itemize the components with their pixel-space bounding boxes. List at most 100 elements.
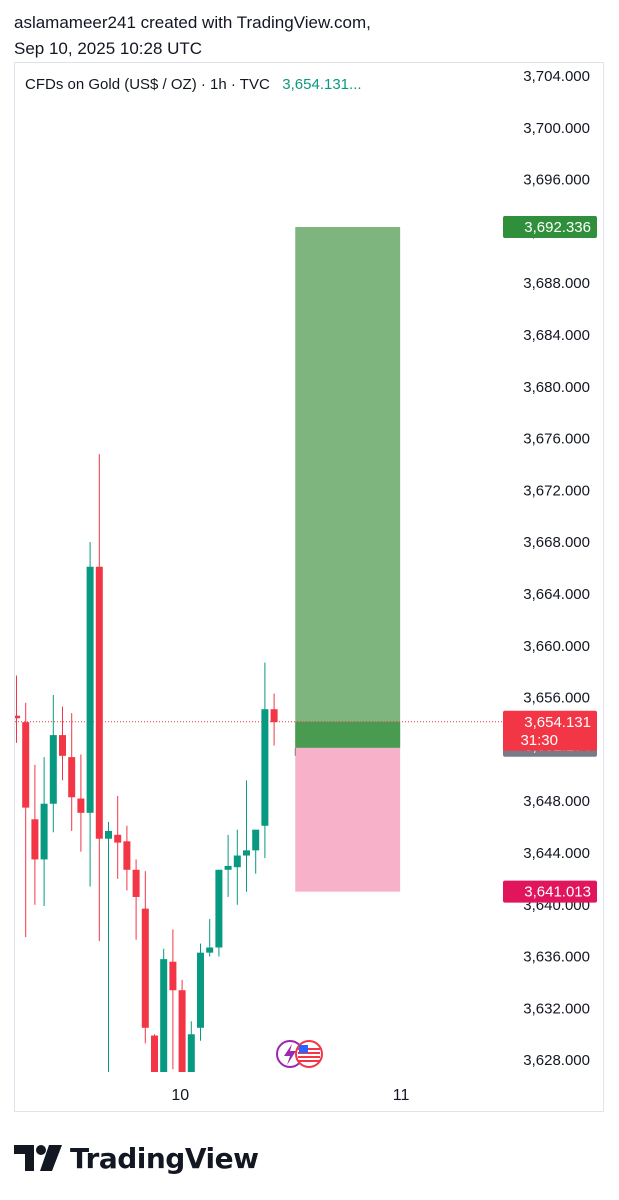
candle-body	[132, 869, 140, 897]
loss-zone	[295, 745, 401, 892]
y-tick-label: 3,680.000	[523, 379, 590, 396]
flag-stripe	[298, 1056, 320, 1058]
event-icons	[276, 1040, 323, 1068]
candle-body	[160, 959, 168, 1072]
candle-9	[95, 454, 103, 942]
candle-body	[197, 952, 204, 1028]
candle-6	[68, 713, 76, 831]
candle-body	[86, 566, 94, 813]
candle-26	[252, 829, 260, 874]
chart-legend[interactable]: CFDs on Gold (US$ / OZ) · 1h · TVC 3,654…	[25, 76, 362, 93]
y-tick-label: 3,636.000	[523, 949, 590, 966]
candle-body	[252, 829, 260, 851]
legend-price: 3,654.131...	[282, 76, 362, 93]
candle-body	[40, 803, 48, 860]
unrealized-profit-strip	[295, 721, 401, 748]
y-tick-label: 3,664.000	[523, 586, 590, 603]
y-tick-label: 3,628.000	[523, 1052, 590, 1069]
candle-body	[59, 735, 66, 756]
y-tick-label: 3,704.000	[523, 68, 590, 85]
current-price-tag-countdown: 31:30	[520, 732, 558, 749]
candle-body	[151, 1035, 158, 1072]
candle-body	[224, 865, 232, 870]
lightning-bolt-icon	[284, 1044, 296, 1065]
y-tick-label: 3,644.000	[523, 845, 590, 862]
current-price-tag: 3,654.131	[524, 714, 591, 731]
y-tick-label: 3,632.000	[523, 1000, 590, 1017]
candle-body	[123, 841, 131, 870]
candle-14	[141, 871, 149, 1044]
candle-body	[141, 908, 149, 1028]
candle-body	[261, 709, 269, 826]
candle-body	[15, 715, 20, 719]
y-tick-label: 3,676.000	[523, 431, 590, 448]
candle-body	[22, 722, 30, 808]
flag-stripe	[298, 1048, 320, 1050]
candle-16	[160, 948, 168, 1072]
candle-body	[206, 947, 214, 953]
candle-body	[114, 834, 122, 843]
candle-2	[31, 764, 39, 905]
header: aslamameer241 created with TradingView.c…	[14, 10, 371, 62]
candle-18	[178, 979, 186, 1072]
flag-stripe	[298, 1052, 320, 1054]
tv-logo-icon	[14, 1145, 62, 1171]
symbol-description: CFDs on Gold (US$ / OZ) · 1h · TVC	[25, 76, 270, 93]
author-line: aslamameer241 created with TradingView.c…	[14, 13, 371, 32]
candle-25	[243, 780, 250, 892]
flag-stripe	[298, 1060, 320, 1062]
candle-12	[123, 825, 131, 891]
profit-zone	[295, 226, 401, 746]
candle-5	[59, 706, 66, 781]
flag-canton	[299, 1045, 308, 1053]
candle-body	[270, 709, 278, 723]
y-tick-label: 3,684.000	[523, 327, 590, 344]
x-tick-label: 10	[171, 1087, 189, 1104]
tradingview-wordmark: TradingView	[70, 1141, 259, 1175]
candle-body	[215, 869, 223, 948]
y-tick-label: 3,688.000	[523, 275, 590, 292]
candle-4	[49, 694, 57, 833]
candle-body	[178, 990, 186, 1072]
tradingview-logo: TradingView	[14, 1140, 259, 1176]
candle-body	[233, 855, 241, 868]
candle-21	[206, 918, 214, 957]
candle-27	[261, 662, 269, 859]
stop-price-tag: 3,641.013	[524, 884, 591, 901]
candle-1	[22, 702, 30, 938]
y-tick-label: 3,696.000	[523, 172, 590, 189]
candle-24	[233, 829, 241, 905]
candle-15	[151, 1034, 158, 1072]
candle-19	[187, 1021, 195, 1072]
y-tick-label: 3,660.000	[523, 638, 590, 655]
candle-body	[169, 961, 177, 991]
candle-body	[243, 850, 250, 856]
candle-10	[105, 821, 112, 1072]
stop-price-tag-bg	[503, 880, 597, 903]
candle-3	[40, 757, 48, 907]
candle-body	[68, 757, 76, 798]
candle-body	[187, 1034, 195, 1072]
candle-body	[105, 830, 112, 839]
y-tick-label: 3,648.000	[523, 793, 590, 810]
candle-body	[49, 735, 57, 804]
target-price-tag-bg	[503, 215, 597, 238]
y-tick-label: 3,656.000	[523, 690, 590, 707]
candle-13	[132, 859, 140, 940]
candle-body	[31, 819, 39, 860]
candle-7	[77, 754, 85, 852]
candle-28	[270, 693, 278, 746]
y-tick-label: 3,700.000	[523, 120, 590, 137]
candle-8	[86, 542, 94, 887]
current-price-tag-bg	[503, 710, 597, 751]
y-tick-label: 3,668.000	[523, 534, 590, 551]
candle-22	[215, 869, 223, 957]
candle-20	[197, 943, 204, 1041]
y-tick-label: 3,672.000	[523, 482, 590, 499]
candle-11	[114, 795, 122, 879]
candle-23	[224, 834, 232, 897]
candle-17	[169, 929, 177, 1070]
timestamp-line: Sep 10, 2025 10:28 UTC	[14, 39, 203, 58]
x-tick-label: 11	[393, 1087, 410, 1104]
